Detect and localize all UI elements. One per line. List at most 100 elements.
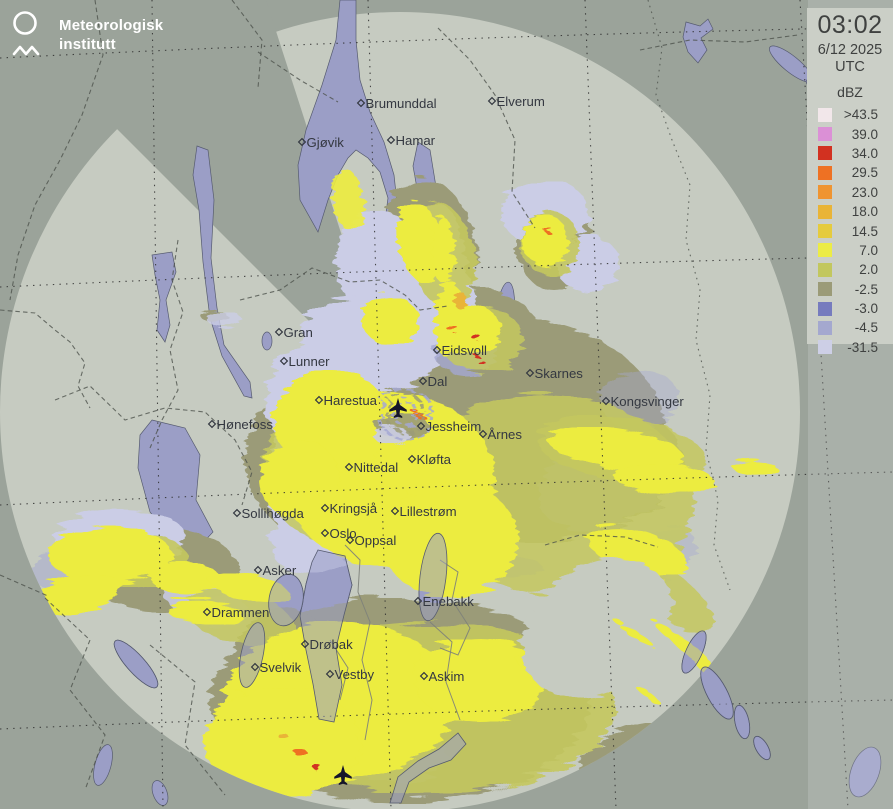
place-label: Kringsjå <box>330 501 378 516</box>
precip-cell <box>260 440 340 520</box>
place-marker <box>386 135 396 145</box>
lake <box>151 251 177 343</box>
lake <box>151 780 169 806</box>
legend-panel: 03:02 6/12 2025 UTC dBZ >43.5 39.0 34.0 29.… <box>807 8 893 355</box>
precip-cell <box>547 426 683 470</box>
place-marker <box>253 565 263 575</box>
municipal-border <box>429 621 461 721</box>
legend-swatch <box>818 204 832 219</box>
precip-cell <box>414 638 546 722</box>
place-marker <box>279 356 289 366</box>
precip-cell <box>38 571 122 615</box>
legend-value: 39.0 <box>851 126 878 142</box>
lake-outline <box>238 622 266 688</box>
place-label: Eidsvoll <box>442 343 488 358</box>
place-label: Askim <box>429 669 465 684</box>
logo-line1: Meteorologisk <box>59 17 164 34</box>
lake-outline <box>268 573 304 627</box>
legend-value: >43.5 <box>843 107 878 123</box>
place-label: Årnes <box>488 427 523 442</box>
place-label: Vestby <box>335 667 375 682</box>
place-marker <box>345 535 355 545</box>
place-label: Drøbak <box>310 637 354 652</box>
legend-row: 34.0 <box>807 144 893 163</box>
place-label: Svelvik <box>260 660 302 675</box>
place-marker <box>525 368 535 378</box>
county-border <box>437 27 536 229</box>
county-border <box>0 574 49 597</box>
place-marker <box>320 528 330 538</box>
place-label: Kongsvinger <box>611 394 685 409</box>
place-label: Harestua <box>324 393 378 408</box>
legend-row: >43.5 <box>807 105 893 124</box>
lake-outline <box>389 732 467 804</box>
lake <box>261 331 273 351</box>
lake <box>297 0 399 261</box>
place-label: Lillestrøm <box>400 504 457 519</box>
precipitation-layer <box>30 168 777 807</box>
place-marker <box>300 639 310 649</box>
precip-cell <box>545 228 553 234</box>
precip-cell <box>523 214 567 266</box>
precip-cell <box>454 291 466 309</box>
graticule-meridian <box>367 0 392 809</box>
place-label: Skarnes <box>535 366 584 381</box>
lake-outline <box>753 735 771 761</box>
precip-cell <box>396 200 444 284</box>
airport-icon <box>389 398 407 418</box>
legend-title: dBZ <box>837 84 863 100</box>
place-marker <box>478 429 488 439</box>
legend-row: 18.0 <box>807 202 893 221</box>
county-border <box>149 644 226 796</box>
legend-value: -31.5 <box>847 339 878 355</box>
place-label: Oppsal <box>355 533 397 548</box>
place-marker <box>314 395 324 405</box>
precip-cell <box>314 765 322 771</box>
legend-swatch <box>818 320 832 335</box>
precip-cell <box>167 599 243 625</box>
place-label: Gran <box>284 325 313 340</box>
lake-outline <box>733 704 751 740</box>
place-marker <box>202 607 212 617</box>
radar-clutter-ring <box>378 386 434 442</box>
country-border <box>647 0 731 591</box>
place-marker <box>250 662 260 672</box>
clock-date: 6/12 2025 <box>817 42 883 58</box>
precip-cell <box>447 324 457 332</box>
airport-icon <box>334 765 352 785</box>
legend-row: -2.5 <box>807 280 893 299</box>
legend-row: -4.5 <box>807 318 893 337</box>
place-label: Dal <box>428 374 448 389</box>
place-marker <box>407 454 417 464</box>
lake-outline <box>418 532 448 622</box>
place-label: Elverum <box>497 94 545 109</box>
lake-outline <box>700 666 734 720</box>
county-border <box>54 385 253 506</box>
legend-value: -4.5 <box>854 320 878 336</box>
legend-value: -3.0 <box>854 301 878 317</box>
precip-cell <box>277 732 287 738</box>
legend-row: -31.5 <box>807 338 893 357</box>
place-label: Gjøvik <box>307 135 345 150</box>
place-marker <box>601 396 611 406</box>
county-border <box>544 534 659 548</box>
county-border <box>44 597 106 791</box>
met-logo-icon <box>12 11 40 56</box>
precip-cell <box>294 748 306 756</box>
legend-swatch <box>818 185 832 200</box>
legend-value: 14.5 <box>851 223 878 239</box>
place-marker <box>207 419 217 429</box>
radar-clutter-ring <box>384 392 426 434</box>
place-marker <box>487 96 497 106</box>
place-marker <box>274 327 284 337</box>
county-border <box>257 51 339 103</box>
place-marker <box>432 345 442 355</box>
precip-cell <box>625 626 655 648</box>
place-label: Lunner <box>289 354 331 369</box>
lake-outline <box>113 639 159 689</box>
legend-value: -2.5 <box>854 281 878 297</box>
county-border <box>149 239 184 449</box>
place-label: Sollihøgda <box>242 506 305 521</box>
place-marker <box>419 671 429 681</box>
